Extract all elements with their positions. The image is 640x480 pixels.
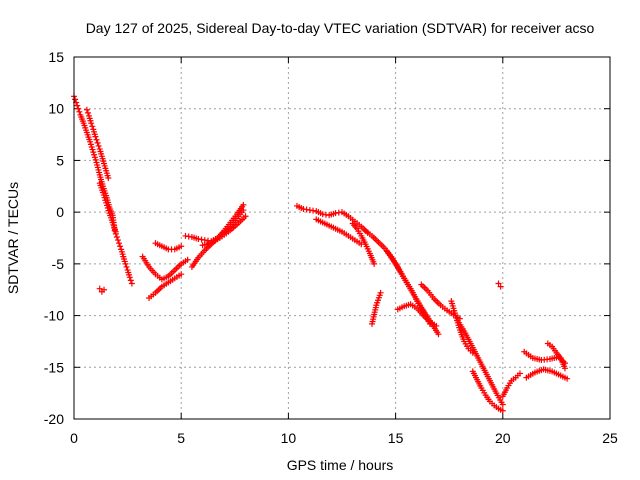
data-point	[128, 280, 135, 287]
data-series	[71, 93, 571, 414]
x-tick-label: 0	[70, 430, 78, 446]
data-point	[84, 109, 91, 116]
plot-frame	[73, 56, 611, 420]
grid-lines	[74, 57, 610, 419]
data-point	[126, 274, 133, 281]
data-point	[96, 285, 103, 292]
data-point	[377, 289, 384, 296]
data-point	[75, 105, 82, 112]
data-point	[113, 233, 120, 240]
data-point	[94, 139, 101, 146]
data-point	[76, 108, 83, 115]
x-tick-label: 5	[177, 430, 185, 446]
data-point	[516, 370, 523, 377]
data-point	[433, 322, 440, 329]
data-point	[89, 123, 96, 130]
data-point	[178, 271, 185, 278]
data-point	[469, 349, 476, 356]
data-point	[495, 280, 502, 287]
series-arc-10.3-13.8h	[293, 202, 371, 236]
y-tick-label: -15	[44, 359, 64, 375]
series-arc-1.2-2.0h	[96, 180, 119, 235]
data-point	[499, 401, 506, 408]
series-arc-3.8-5.2h	[152, 240, 185, 253]
series-isolated-20h	[495, 280, 504, 290]
y-tick-label: 0	[56, 204, 64, 220]
x-tick-labels: 0 5 10 15 20 25	[70, 430, 618, 446]
data-point	[74, 102, 81, 109]
data-point	[561, 365, 568, 372]
data-point	[564, 375, 571, 382]
data-point	[93, 136, 100, 143]
series-arc-3.5-5.0h	[146, 271, 185, 301]
data-point	[240, 201, 247, 208]
data-point	[242, 213, 249, 220]
data-point	[95, 142, 102, 149]
data-point	[92, 133, 99, 140]
y-tick-label: -10	[44, 308, 64, 324]
series-arc-0.5-1.5h	[83, 106, 112, 182]
data-point	[127, 277, 134, 284]
series-arc-15.0-17.0h-b	[394, 301, 440, 329]
series-arc-18.5-20.0h	[469, 368, 506, 414]
y-tick-label: -5	[52, 256, 65, 272]
y-tick-label: -20	[44, 411, 64, 427]
series-arc-21.0-23.0h-b	[523, 366, 571, 382]
series-arc-3.2-5.5h	[139, 253, 191, 283]
x-tick-label: 25	[602, 430, 618, 446]
data-point	[123, 263, 130, 270]
series-arc-20.0-21.0h	[499, 370, 523, 400]
data-point	[83, 106, 90, 113]
y-tick-labels: -20 -15 -10 -5 0 5 10 15	[44, 49, 64, 427]
x-tick-label: 15	[388, 430, 404, 446]
data-point	[105, 175, 112, 182]
data-point	[240, 207, 247, 214]
series-isolated-14h	[369, 289, 384, 327]
data-point	[114, 237, 121, 244]
data-point	[72, 96, 79, 103]
data-point	[88, 120, 95, 127]
series-arc-18.0-19.0h	[448, 298, 476, 356]
y-tick-label: 15	[48, 49, 64, 65]
series-arc-6.0-8.0h	[199, 213, 249, 249]
data-point	[184, 256, 191, 263]
data-point	[178, 243, 185, 250]
x-axis-label: GPS time / hours	[287, 457, 394, 473]
data-point	[435, 331, 442, 338]
y-tick-label: 10	[48, 101, 64, 117]
series-arc-13.0-14.0h	[349, 220, 378, 267]
data-point	[497, 283, 504, 290]
y-tick-label: 5	[56, 152, 64, 168]
data-point	[112, 228, 119, 235]
y-axis-label: SDTVAR / TECUs	[5, 182, 21, 294]
data-point	[499, 407, 506, 414]
series-arc-22.0-23.0h	[544, 340, 568, 372]
chart-title: Day 127 of 2025, Sidereal Day-to-day VTE…	[86, 20, 595, 36]
x-tick-label: 20	[495, 430, 511, 446]
data-point	[117, 243, 124, 250]
x-tick-label: 10	[281, 430, 297, 446]
series-arc-11.5-13.5h	[313, 216, 365, 248]
data-point	[371, 260, 378, 267]
data-point	[116, 240, 123, 247]
series-isolated-1.3h	[96, 285, 108, 295]
data-point	[101, 286, 108, 293]
data-point	[122, 260, 129, 267]
